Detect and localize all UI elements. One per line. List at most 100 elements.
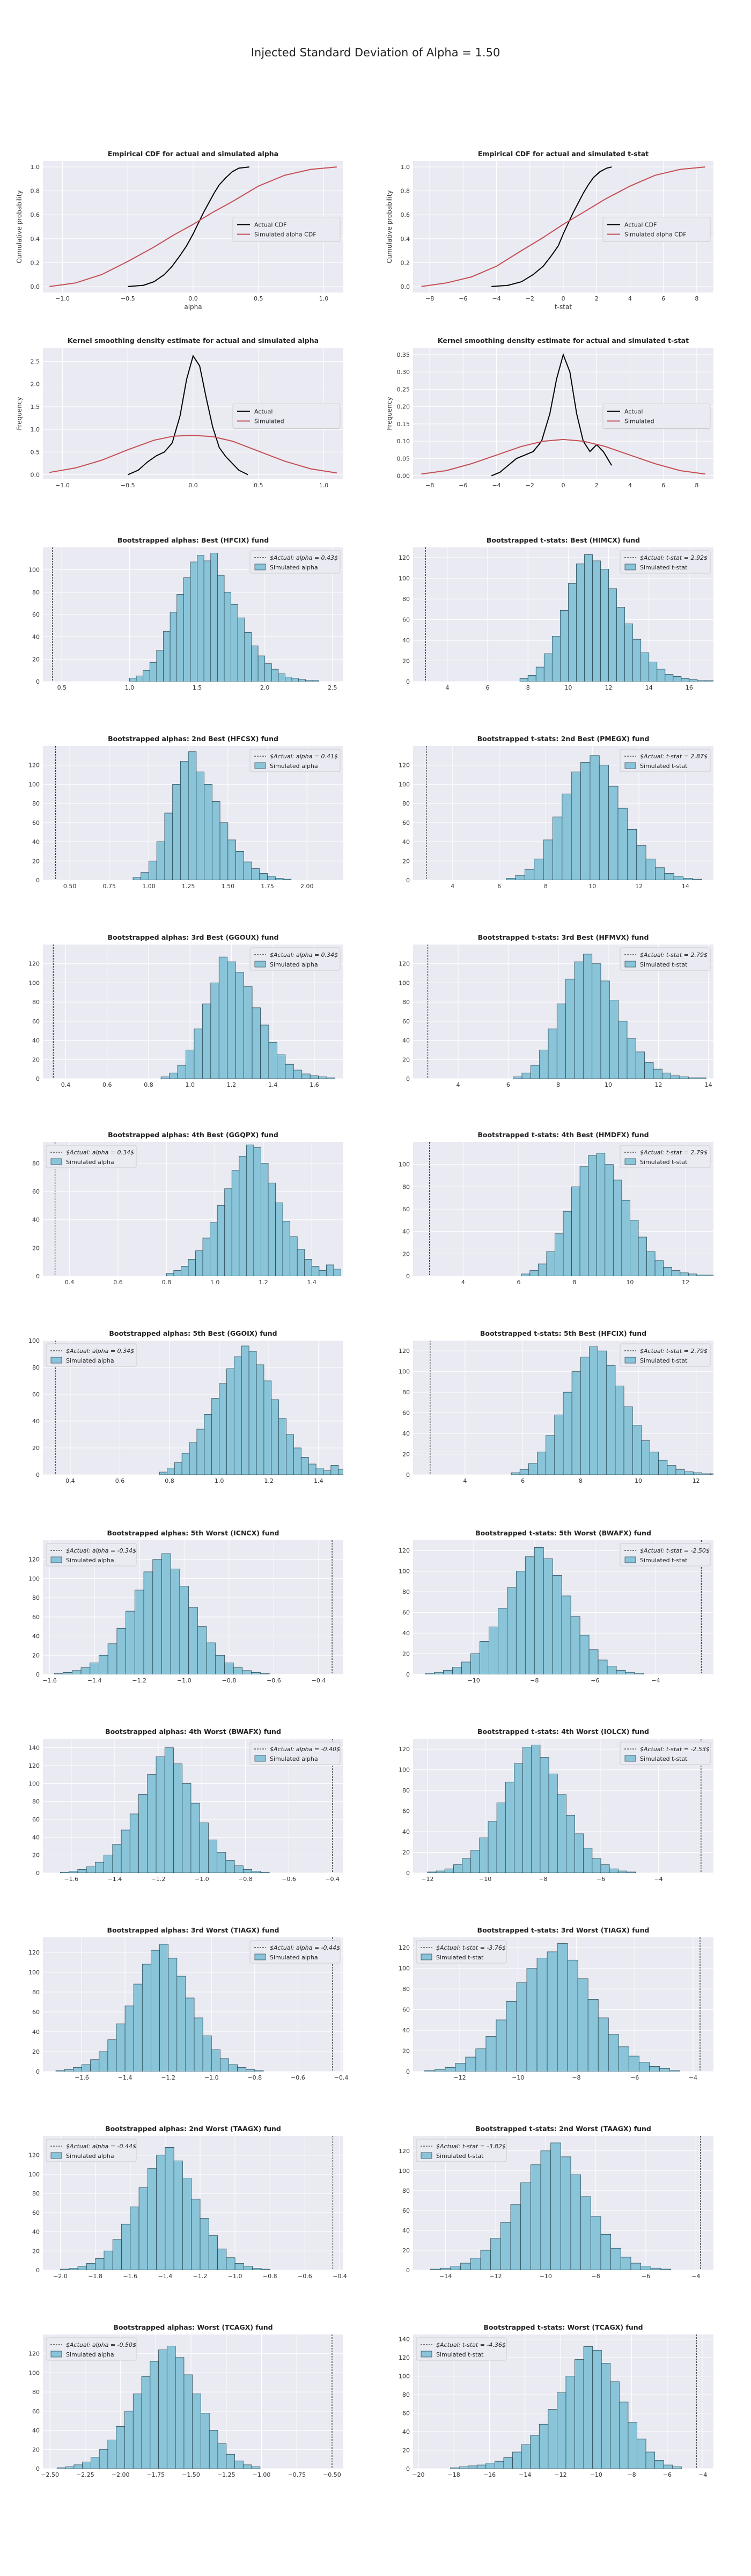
- legend: Actual Simulated: [602, 404, 711, 429]
- y-tick-label: 0: [406, 2465, 410, 2472]
- histogram-bar: [571, 1371, 581, 1475]
- histogram-bar: [129, 678, 137, 682]
- histogram-bar: [170, 1569, 180, 1674]
- histogram-bar: [577, 1978, 588, 2072]
- y-tick-label: 0.0: [31, 283, 40, 290]
- y-tick-label: 40: [402, 637, 410, 644]
- histogram-bar: [160, 1077, 170, 1079]
- y-tick-label: 80: [32, 589, 40, 596]
- y-tick-label: 60: [32, 2209, 40, 2216]
- x-tick-label: 0: [562, 295, 565, 302]
- histogram-bar: [468, 2465, 477, 2469]
- histogram-bar: [291, 678, 299, 682]
- histogram-bar: [550, 2142, 561, 2270]
- x-tick-label: 4: [463, 1477, 467, 1484]
- histogram-bar: [267, 876, 276, 880]
- x-tick-label: −6: [630, 2074, 639, 2081]
- histogram-bar: [460, 2263, 471, 2270]
- legend-entry: $Actual: alpha = -0.44$: [66, 2143, 136, 2150]
- x-tick-label: 2.5: [328, 684, 337, 691]
- legend-entry: Simulated alpha: [270, 961, 318, 968]
- histogram-bar: [252, 1007, 261, 1079]
- x-tick-label: −10: [512, 2074, 524, 2081]
- x-tick-label: 4: [451, 883, 454, 890]
- y-tick-label: 80: [32, 1798, 40, 1805]
- y-tick-label: 20: [402, 1651, 410, 1658]
- histogram-bar: [73, 2067, 82, 2072]
- histogram-bar: [649, 662, 658, 682]
- histogram-bar: [654, 1260, 664, 1276]
- x-tick-label: 4: [628, 482, 632, 489]
- histogram-bar: [592, 2350, 602, 2469]
- y-tick-label: 120: [399, 961, 410, 968]
- histogram-bar: [452, 1667, 462, 1674]
- histogram-bar: [522, 1746, 532, 1873]
- histogram-bar: [244, 632, 252, 682]
- histogram-bar: [427, 1871, 437, 1873]
- chart-title: Bootstrapped t-stats: 2nd Best (PMEGX) f…: [477, 735, 650, 743]
- x-tick-label: −6: [459, 295, 467, 302]
- histogram-bar: [278, 674, 285, 682]
- histogram-bar: [147, 2168, 157, 2270]
- x-tick-label: 8: [526, 684, 530, 691]
- y-tick-label: 1.0: [31, 164, 40, 171]
- x-tick-label: 0.8: [144, 1081, 153, 1088]
- x-tick-label: −0.6: [267, 1677, 281, 1684]
- histogram-bar: [107, 2039, 117, 2072]
- histogram-bar: [575, 2359, 584, 2469]
- legend-entry: $Actual: t-stat = 2.79$: [640, 1348, 708, 1355]
- histogram-bar: [257, 655, 266, 682]
- histogram-bar: [185, 1997, 195, 2072]
- x-tick-label: 6: [521, 1477, 525, 1484]
- x-tick-label: −18: [448, 2471, 460, 2478]
- series-line-simulated: [421, 166, 705, 287]
- x-tick-label: −0.8: [222, 1677, 237, 1684]
- y-tick-label: 120: [399, 554, 410, 561]
- chart-panel-6: 4 6 8 10 12 14 16 0 20 40 60 80 100 120 Bootstrapped t…: [399, 536, 713, 691]
- histogram-bar: [180, 761, 189, 880]
- histogram-bar: [290, 1236, 298, 1276]
- legend-entry: $Actual: alpha = -0.44$: [270, 1944, 340, 1951]
- histogram-bar: [197, 1626, 207, 1674]
- x-tick-label: 10: [605, 1081, 612, 1088]
- histogram-bar: [330, 1465, 339, 1475]
- histogram-bar: [556, 1004, 566, 1079]
- y-tick-label: 40: [402, 1228, 410, 1235]
- histogram-bar: [283, 879, 292, 880]
- histogram-bar: [637, 2439, 646, 2469]
- x-tick-label: −14: [439, 2273, 452, 2280]
- histogram-bar: [528, 1463, 538, 1475]
- histogram-bar: [450, 2266, 461, 2270]
- legend-entry: Simulated t-stat: [640, 961, 688, 968]
- y-tick-label: 0: [406, 1671, 410, 1678]
- x-tick-label: 0.5: [57, 684, 67, 691]
- chart-panel-1: −1.0 −0.5 0.0 0.5 1.0 0.0 0.2 0.4 0.6 0.8 1.0 Empir…: [16, 150, 343, 311]
- x-tick-label: −0.6: [291, 2074, 305, 2081]
- x-tick-label: 4: [461, 1279, 465, 1286]
- x-tick-label: −6: [663, 2471, 672, 2478]
- histogram-bar: [181, 1266, 189, 1276]
- histogram-bar: [244, 986, 253, 1079]
- x-tick-label: 1.6: [310, 1081, 319, 1088]
- histogram-bar: [224, 1663, 234, 1674]
- histogram-bar: [254, 2070, 264, 2072]
- histogram-bar: [277, 1054, 286, 1079]
- y-tick-label: 0: [406, 678, 410, 685]
- histogram-bar: [248, 1351, 257, 1475]
- chart-panel-5: 0.5 1.0 1.5 2.0 2.5 0 20 40 60 80 100 Bootstrapped …: [28, 536, 343, 691]
- y-tick-label: 100: [399, 2168, 410, 2175]
- y-tick-label: 40: [402, 839, 410, 846]
- chart-panel-3: −1.0 −0.5 0.0 0.5 1.0 0.0 0.5 1.0 1.5 2.0 2.5 Kerne…: [16, 336, 343, 489]
- histogram-bar: [646, 1251, 656, 1276]
- histogram-bar: [619, 2402, 629, 2469]
- histogram-bar: [679, 1077, 689, 1079]
- y-tick-label: 0: [406, 1273, 410, 1280]
- histogram-bar: [613, 1180, 622, 1276]
- histogram-bar: [260, 1024, 269, 1079]
- x-tick-label: −10: [479, 1876, 491, 1883]
- x-tick-label: 0.0: [188, 295, 198, 302]
- y-tick-label: 40: [402, 2227, 410, 2234]
- histogram-bar: [219, 822, 229, 880]
- histogram-bar: [580, 1357, 590, 1475]
- x-tick-label: 0.8: [162, 1279, 172, 1286]
